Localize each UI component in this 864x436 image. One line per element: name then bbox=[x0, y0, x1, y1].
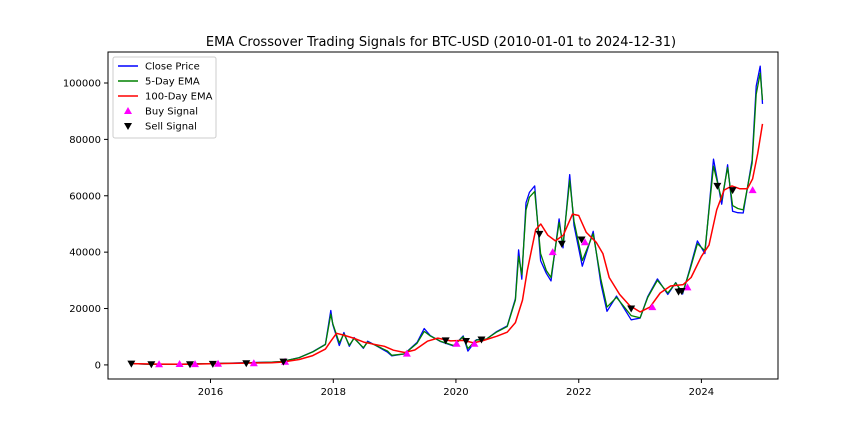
sell-signal-marker bbox=[577, 236, 586, 244]
x-tick-label: 2024 bbox=[689, 387, 714, 398]
sell-signal-marker bbox=[557, 240, 566, 248]
buy-signal-marker bbox=[580, 238, 589, 246]
sell-signal-marker bbox=[713, 182, 722, 190]
buy-signal-marker bbox=[249, 359, 258, 367]
sell-signal-marker bbox=[462, 337, 471, 345]
y-tick-label: 40000 bbox=[69, 248, 101, 259]
legend-label-100-day-ema: 100-Day EMA bbox=[145, 92, 213, 103]
legend: Close Price 5-Day EMA 100-Day EMA Buy Signa… bbox=[112, 56, 217, 139]
buy-signal-marker bbox=[452, 339, 461, 347]
sell-signal-marker bbox=[677, 288, 686, 296]
sell-signal-marker bbox=[147, 361, 156, 369]
series-line-close-price bbox=[131, 65, 764, 366]
buy-signal-marker bbox=[175, 360, 184, 368]
legend-box bbox=[112, 56, 217, 139]
buy-signal-marker bbox=[683, 283, 692, 291]
legend-label-sell-signal: Sell Signal bbox=[145, 122, 197, 133]
legend-label-buy-signal: Buy Signal bbox=[145, 107, 198, 118]
sell-signal-marker bbox=[185, 361, 194, 369]
legend-label-5-day-ema: 5-Day EMA bbox=[145, 77, 200, 88]
y-tick-label: 0 bbox=[95, 360, 101, 371]
plot-frame bbox=[107, 51, 779, 380]
sell-signal-marker bbox=[127, 360, 136, 368]
x-tick-label: 2020 bbox=[443, 387, 468, 398]
y-tick-label: 80000 bbox=[69, 135, 101, 146]
sell-signal-marker bbox=[627, 305, 636, 313]
buy-signal-marker bbox=[155, 360, 164, 368]
y-tick-label: 60000 bbox=[69, 191, 101, 202]
legend-swatch-buy-signal bbox=[124, 107, 132, 114]
series-line-5-day-ema bbox=[131, 72, 764, 365]
buy-signal-marker bbox=[470, 339, 479, 347]
y-tick-label: 100000 bbox=[63, 79, 101, 90]
sell-signal-marker bbox=[441, 337, 450, 345]
sell-signal-marker bbox=[477, 336, 486, 344]
x-axis: 2016 2018 2020 2022 2024 bbox=[198, 379, 714, 398]
buy-signal-marker bbox=[748, 186, 757, 194]
buy-signal-marker bbox=[648, 303, 657, 311]
sell-signal-marker bbox=[279, 358, 288, 366]
sell-signal-marker bbox=[728, 187, 737, 195]
x-tick-label: 2016 bbox=[198, 387, 223, 398]
buy-signal-marker bbox=[214, 359, 223, 367]
x-tick-label: 2022 bbox=[566, 387, 591, 398]
buy-signal-marker bbox=[548, 248, 557, 256]
y-axis: 0 20000 40000 60000 80000 100000 bbox=[63, 79, 108, 371]
sell-signal-marker bbox=[208, 360, 217, 368]
series-layer bbox=[131, 65, 764, 366]
sell-signal-marker bbox=[535, 230, 544, 238]
x-tick-label: 2018 bbox=[321, 387, 346, 398]
y-tick-label: 20000 bbox=[69, 304, 101, 315]
series-line-100-day-ema bbox=[131, 123, 764, 365]
legend-swatch-sell-signal bbox=[124, 123, 132, 130]
legend-label-close-price: Close Price bbox=[145, 62, 200, 73]
buy-signal-marker bbox=[402, 349, 411, 357]
signal-layer bbox=[127, 182, 757, 369]
sell-signal-marker bbox=[242, 360, 251, 368]
buy-signal-marker bbox=[191, 360, 200, 368]
plot-area bbox=[107, 51, 779, 380]
chart-title: EMA Crossover Trading Signals for BTC-US… bbox=[206, 35, 676, 50]
